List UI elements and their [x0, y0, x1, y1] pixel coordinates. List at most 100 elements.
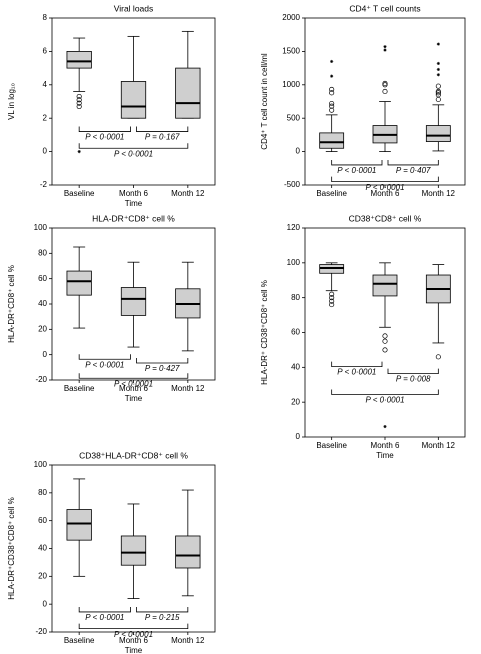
x-tick-label: Month 12 — [171, 636, 205, 645]
p-value: P = 0·215 — [145, 613, 180, 622]
y-tick-label: 2000 — [282, 13, 300, 22]
x-axis-label: Time — [125, 646, 143, 654]
x-axis-label: Time — [376, 451, 394, 460]
y-tick-label: 20 — [38, 324, 47, 333]
p-value: P < 0·0001 — [365, 183, 404, 192]
y-tick-label: 2 — [43, 113, 48, 122]
bracket — [136, 358, 189, 364]
outlier — [382, 333, 388, 339]
outlier — [382, 80, 388, 87]
bracket — [78, 606, 131, 613]
bracket — [136, 606, 189, 613]
p-value: P = 0·407 — [396, 166, 431, 175]
bracket — [387, 159, 439, 166]
outlier — [329, 295, 335, 301]
outlier — [435, 90, 441, 96]
bracket — [387, 368, 439, 375]
y-tick-label: 40 — [38, 544, 47, 553]
y-tick-label: 40 — [38, 299, 47, 308]
y-tick-label: 60 — [38, 274, 47, 283]
outlier — [382, 338, 388, 344]
outlier — [329, 103, 335, 109]
outlier — [76, 103, 82, 110]
x-tick-label: Month 12 — [422, 441, 456, 450]
box — [120, 535, 147, 566]
bracket — [78, 126, 131, 132]
p-value: P < 0·0001 — [114, 379, 153, 388]
x-tick-label: Month 6 — [119, 636, 148, 645]
extreme — [383, 45, 387, 49]
y-axis-label: HLA-DR⁺CD8⁺ cell % — [7, 265, 16, 343]
chart-title: CD38⁺CD8⁺ cell % — [349, 213, 422, 223]
bracket — [78, 143, 189, 149]
p-value: P < 0·0001 — [85, 613, 124, 622]
extreme — [330, 59, 334, 64]
bracket — [331, 361, 383, 368]
bracket — [331, 159, 383, 166]
plot-frame — [304, 227, 466, 438]
x-tick-label: Month 6 — [371, 441, 400, 450]
y-tick-label: 20 — [291, 397, 300, 406]
outlier — [76, 100, 82, 106]
y-tick-label: 60 — [291, 328, 300, 337]
box — [120, 287, 147, 316]
box — [66, 509, 92, 541]
box — [425, 125, 451, 142]
outlier — [382, 347, 388, 353]
extreme — [77, 150, 81, 154]
x-tick-label: Baseline — [316, 441, 347, 450]
y-tick-label: 0 — [296, 432, 301, 441]
outlier — [382, 88, 388, 95]
x-tick-label: Month 6 — [119, 189, 148, 198]
y-axis-label: VL in log₁₀ — [7, 83, 16, 120]
outlier — [329, 291, 335, 297]
outlier — [329, 107, 335, 113]
y-tick-label: 1500 — [282, 47, 300, 56]
x-tick-label: Baseline — [64, 189, 95, 198]
y-tick-label: 8 — [43, 13, 48, 22]
outlier — [329, 86, 335, 93]
chart-title: Viral loads — [114, 3, 154, 13]
box — [120, 81, 147, 119]
x-tick-label: Month 6 — [371, 189, 400, 198]
x-tick-label: Baseline — [64, 384, 95, 393]
box — [319, 132, 345, 149]
p-value: P < 0·0001 — [337, 368, 376, 377]
outlier — [435, 92, 441, 98]
y-tick-label: 1000 — [282, 80, 300, 89]
p-value: P = 0·427 — [145, 364, 180, 373]
extreme — [436, 73, 440, 77]
y-tick-label: 500 — [287, 113, 301, 122]
p-value: P < 0·0001 — [365, 396, 404, 405]
box — [66, 270, 92, 296]
box — [175, 535, 201, 569]
y-tick-label: 0 — [43, 599, 48, 608]
extreme — [436, 61, 440, 66]
y-tick-label: 100 — [287, 258, 301, 267]
bracket — [78, 373, 189, 379]
outlier — [329, 298, 335, 304]
bracket — [136, 126, 189, 132]
x-tick-label: Baseline — [316, 189, 347, 198]
chart-title: CD38⁺HLA-DR⁺CD8⁺ cell % — [79, 450, 188, 460]
y-axis-label: CD4⁺ T cell count in cell/ml — [260, 53, 269, 150]
extreme — [383, 48, 387, 52]
p-value: P < 0·0001 — [85, 360, 124, 369]
y-tick-label: 0 — [43, 147, 48, 156]
x-tick-label: Month 12 — [422, 189, 456, 198]
y-tick-label: 0 — [43, 350, 48, 359]
y-tick-label: 20 — [38, 571, 47, 580]
outlier — [329, 100, 335, 107]
y-tick-label: 4 — [43, 80, 48, 89]
x-tick-label: Month 6 — [119, 384, 148, 393]
p-value: P = 0·167 — [145, 133, 180, 142]
bracket — [331, 389, 439, 395]
x-tick-label: Month 12 — [171, 189, 205, 198]
y-tick-label: 80 — [38, 248, 47, 257]
chart-title: HLA-DR⁺CD8⁺ cell % — [92, 213, 175, 223]
y-tick-label: -20 — [35, 375, 47, 384]
y-tick-label: 6 — [43, 47, 48, 56]
chart-title: CD4⁺ T cell counts — [349, 3, 420, 13]
y-tick-label: 100 — [34, 460, 48, 469]
y-tick-label: 0 — [296, 147, 301, 156]
